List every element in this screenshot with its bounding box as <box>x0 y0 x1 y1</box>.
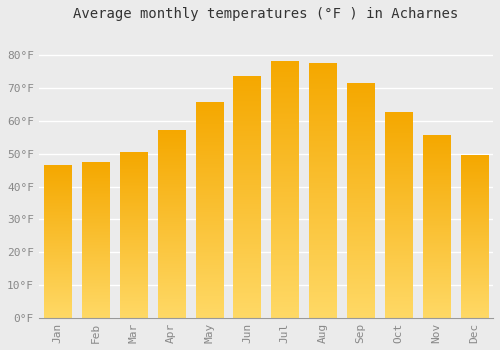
Title: Average monthly temperatures (°F ) in Acharnes: Average monthly temperatures (°F ) in Ac… <box>74 7 458 21</box>
